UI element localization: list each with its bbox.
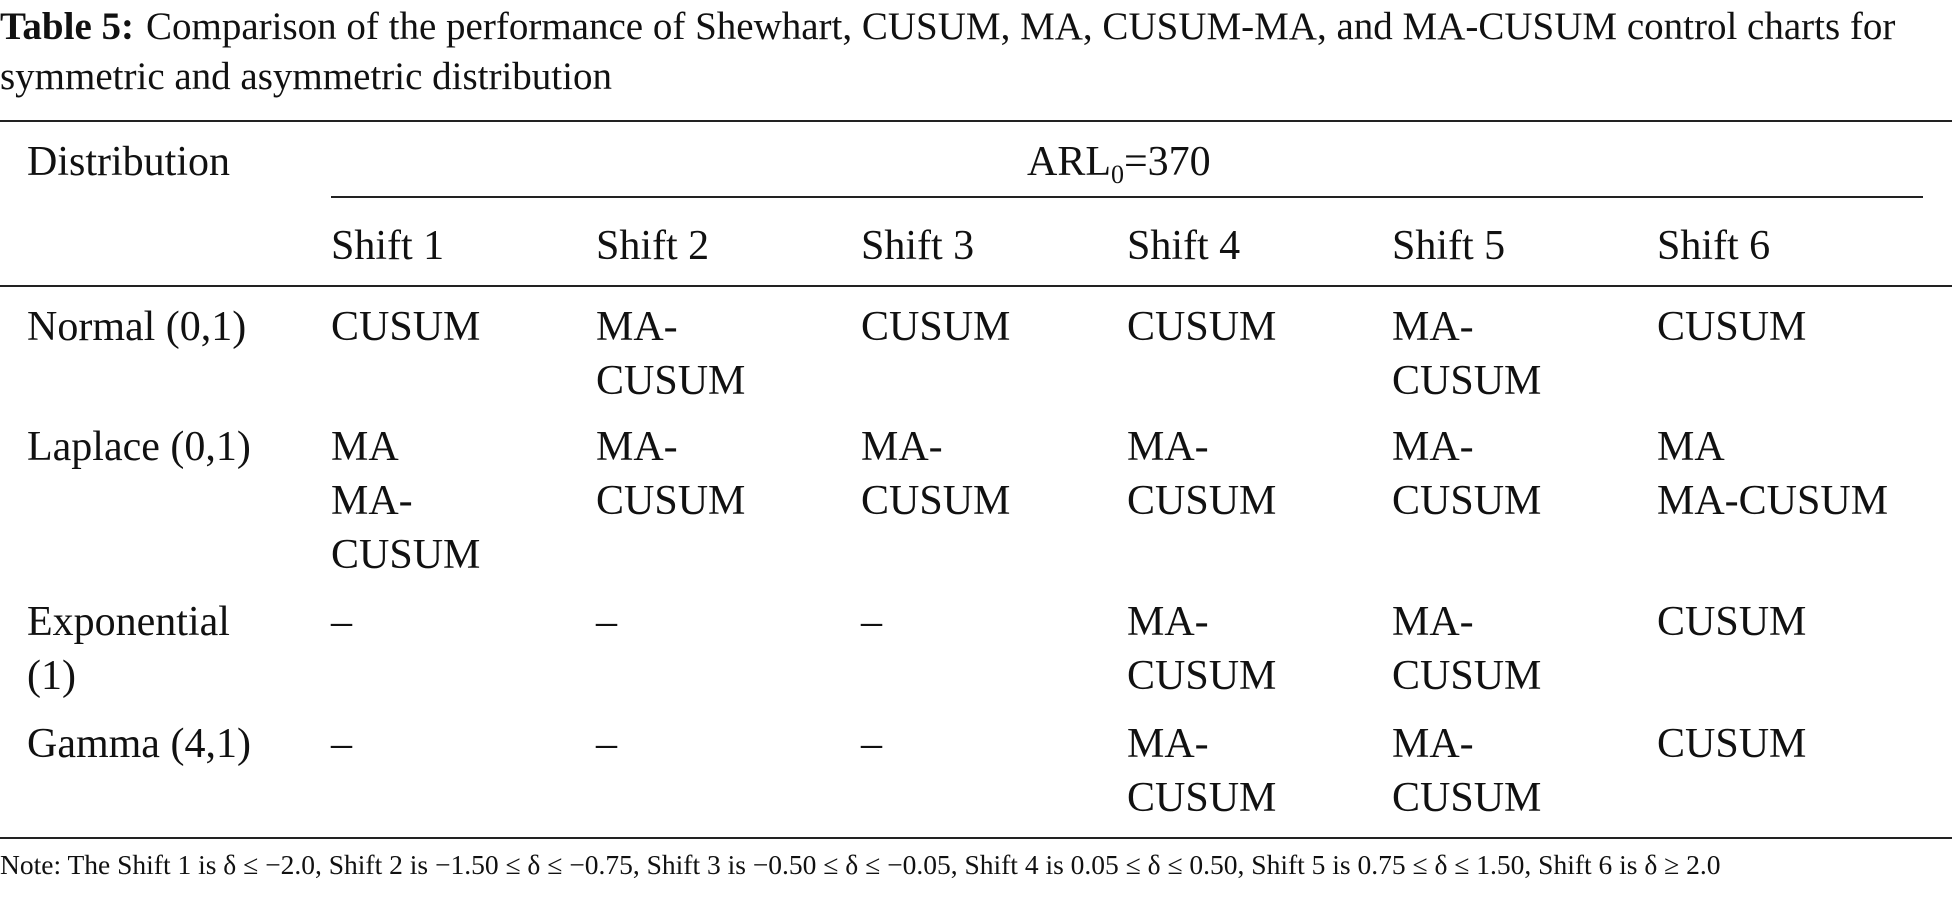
note: Note: The Shift 1 is δ ≤ −2.0, Shift 2 i… xyxy=(0,849,1721,880)
row-label: Laplace (0,1) xyxy=(27,424,251,470)
cell: MA-CUSUM xyxy=(1657,478,1889,524)
group-sub: 0 xyxy=(1111,160,1124,189)
cell: MA- xyxy=(596,424,678,470)
cell: – xyxy=(596,599,617,645)
column-header: Shift 3 xyxy=(861,223,975,269)
cell: CUSUM xyxy=(331,304,481,350)
header-group: ARL0=370 xyxy=(1027,135,1211,189)
cell: – xyxy=(596,721,617,767)
cell: CUSUM xyxy=(596,358,746,404)
cell: MA xyxy=(331,424,399,470)
cell: MA- xyxy=(1392,424,1474,470)
cell: MA- xyxy=(1127,424,1209,470)
cell: MA- xyxy=(861,424,943,470)
cell: CUSUM xyxy=(1127,653,1277,699)
group-main: ARL xyxy=(1027,139,1111,185)
cell: MA- xyxy=(596,304,678,350)
cell: CUSUM xyxy=(1657,599,1807,645)
row-label: (1) xyxy=(27,653,76,699)
cell: CUSUM xyxy=(1127,304,1277,350)
row-label: Gamma (4,1) xyxy=(27,721,251,767)
cell: MA- xyxy=(1392,721,1474,767)
cell: CUSUM xyxy=(1392,358,1542,404)
cell: MA- xyxy=(1127,599,1209,645)
cell: MA- xyxy=(1392,304,1474,350)
top-rule xyxy=(0,120,1952,122)
column-header: Shift 6 xyxy=(1657,223,1771,269)
column-header: Shift 2 xyxy=(596,223,710,269)
cell: CUSUM xyxy=(1657,304,1807,350)
cell: – xyxy=(861,721,882,767)
cell: – xyxy=(331,599,352,645)
cell: CUSUM xyxy=(1127,775,1277,821)
column-header: Shift 1 xyxy=(331,223,445,269)
cell: CUSUM xyxy=(861,304,1011,350)
cell: MA- xyxy=(1127,721,1209,767)
caption-label: Table 5: xyxy=(0,5,135,48)
bottom-rule xyxy=(0,837,1952,839)
caption: Table 5: Comparison of the performance of… xyxy=(0,2,1952,102)
cell: CUSUM xyxy=(331,532,481,578)
caption-text: Comparison of the performance of Shewhar… xyxy=(0,5,1896,98)
cell: – xyxy=(331,721,352,767)
cell: CUSUM xyxy=(861,478,1011,524)
header-distribution: Distribution xyxy=(27,139,231,185)
row-label: Normal (0,1) xyxy=(27,304,247,350)
column-header: Shift 4 xyxy=(1127,223,1241,269)
cell: CUSUM xyxy=(596,478,746,524)
header-rule xyxy=(0,285,1952,287)
cell: MA xyxy=(1657,424,1725,470)
cell: CUSUM xyxy=(1392,775,1542,821)
cell: MA- xyxy=(1392,599,1474,645)
cell: – xyxy=(861,599,882,645)
cell: CUSUM xyxy=(1392,478,1542,524)
cell: CUSUM xyxy=(1657,721,1807,767)
row-label: Exponential xyxy=(27,599,230,645)
cell: CUSUM xyxy=(1127,478,1277,524)
cell: MA- xyxy=(331,478,413,524)
cell: CUSUM xyxy=(1392,653,1542,699)
group-rule xyxy=(331,196,1923,198)
column-header: Shift 5 xyxy=(1392,223,1506,269)
group-rest: =370 xyxy=(1124,139,1211,185)
